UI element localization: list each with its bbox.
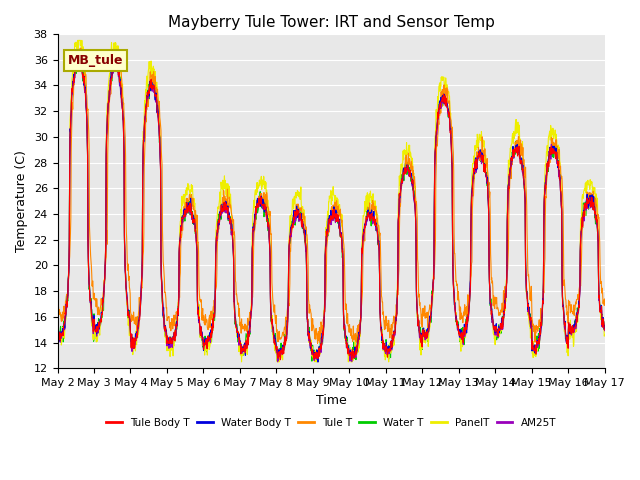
Legend: Tule Body T, Water Body T, Tule T, Water T, PanelT, AM25T: Tule Body T, Water Body T, Tule T, Water…: [102, 414, 560, 432]
Y-axis label: Temperature (C): Temperature (C): [15, 150, 28, 252]
Text: MB_tule: MB_tule: [67, 54, 123, 67]
X-axis label: Time: Time: [316, 394, 346, 407]
Title: Mayberry Tule Tower: IRT and Sensor Temp: Mayberry Tule Tower: IRT and Sensor Temp: [168, 15, 495, 30]
